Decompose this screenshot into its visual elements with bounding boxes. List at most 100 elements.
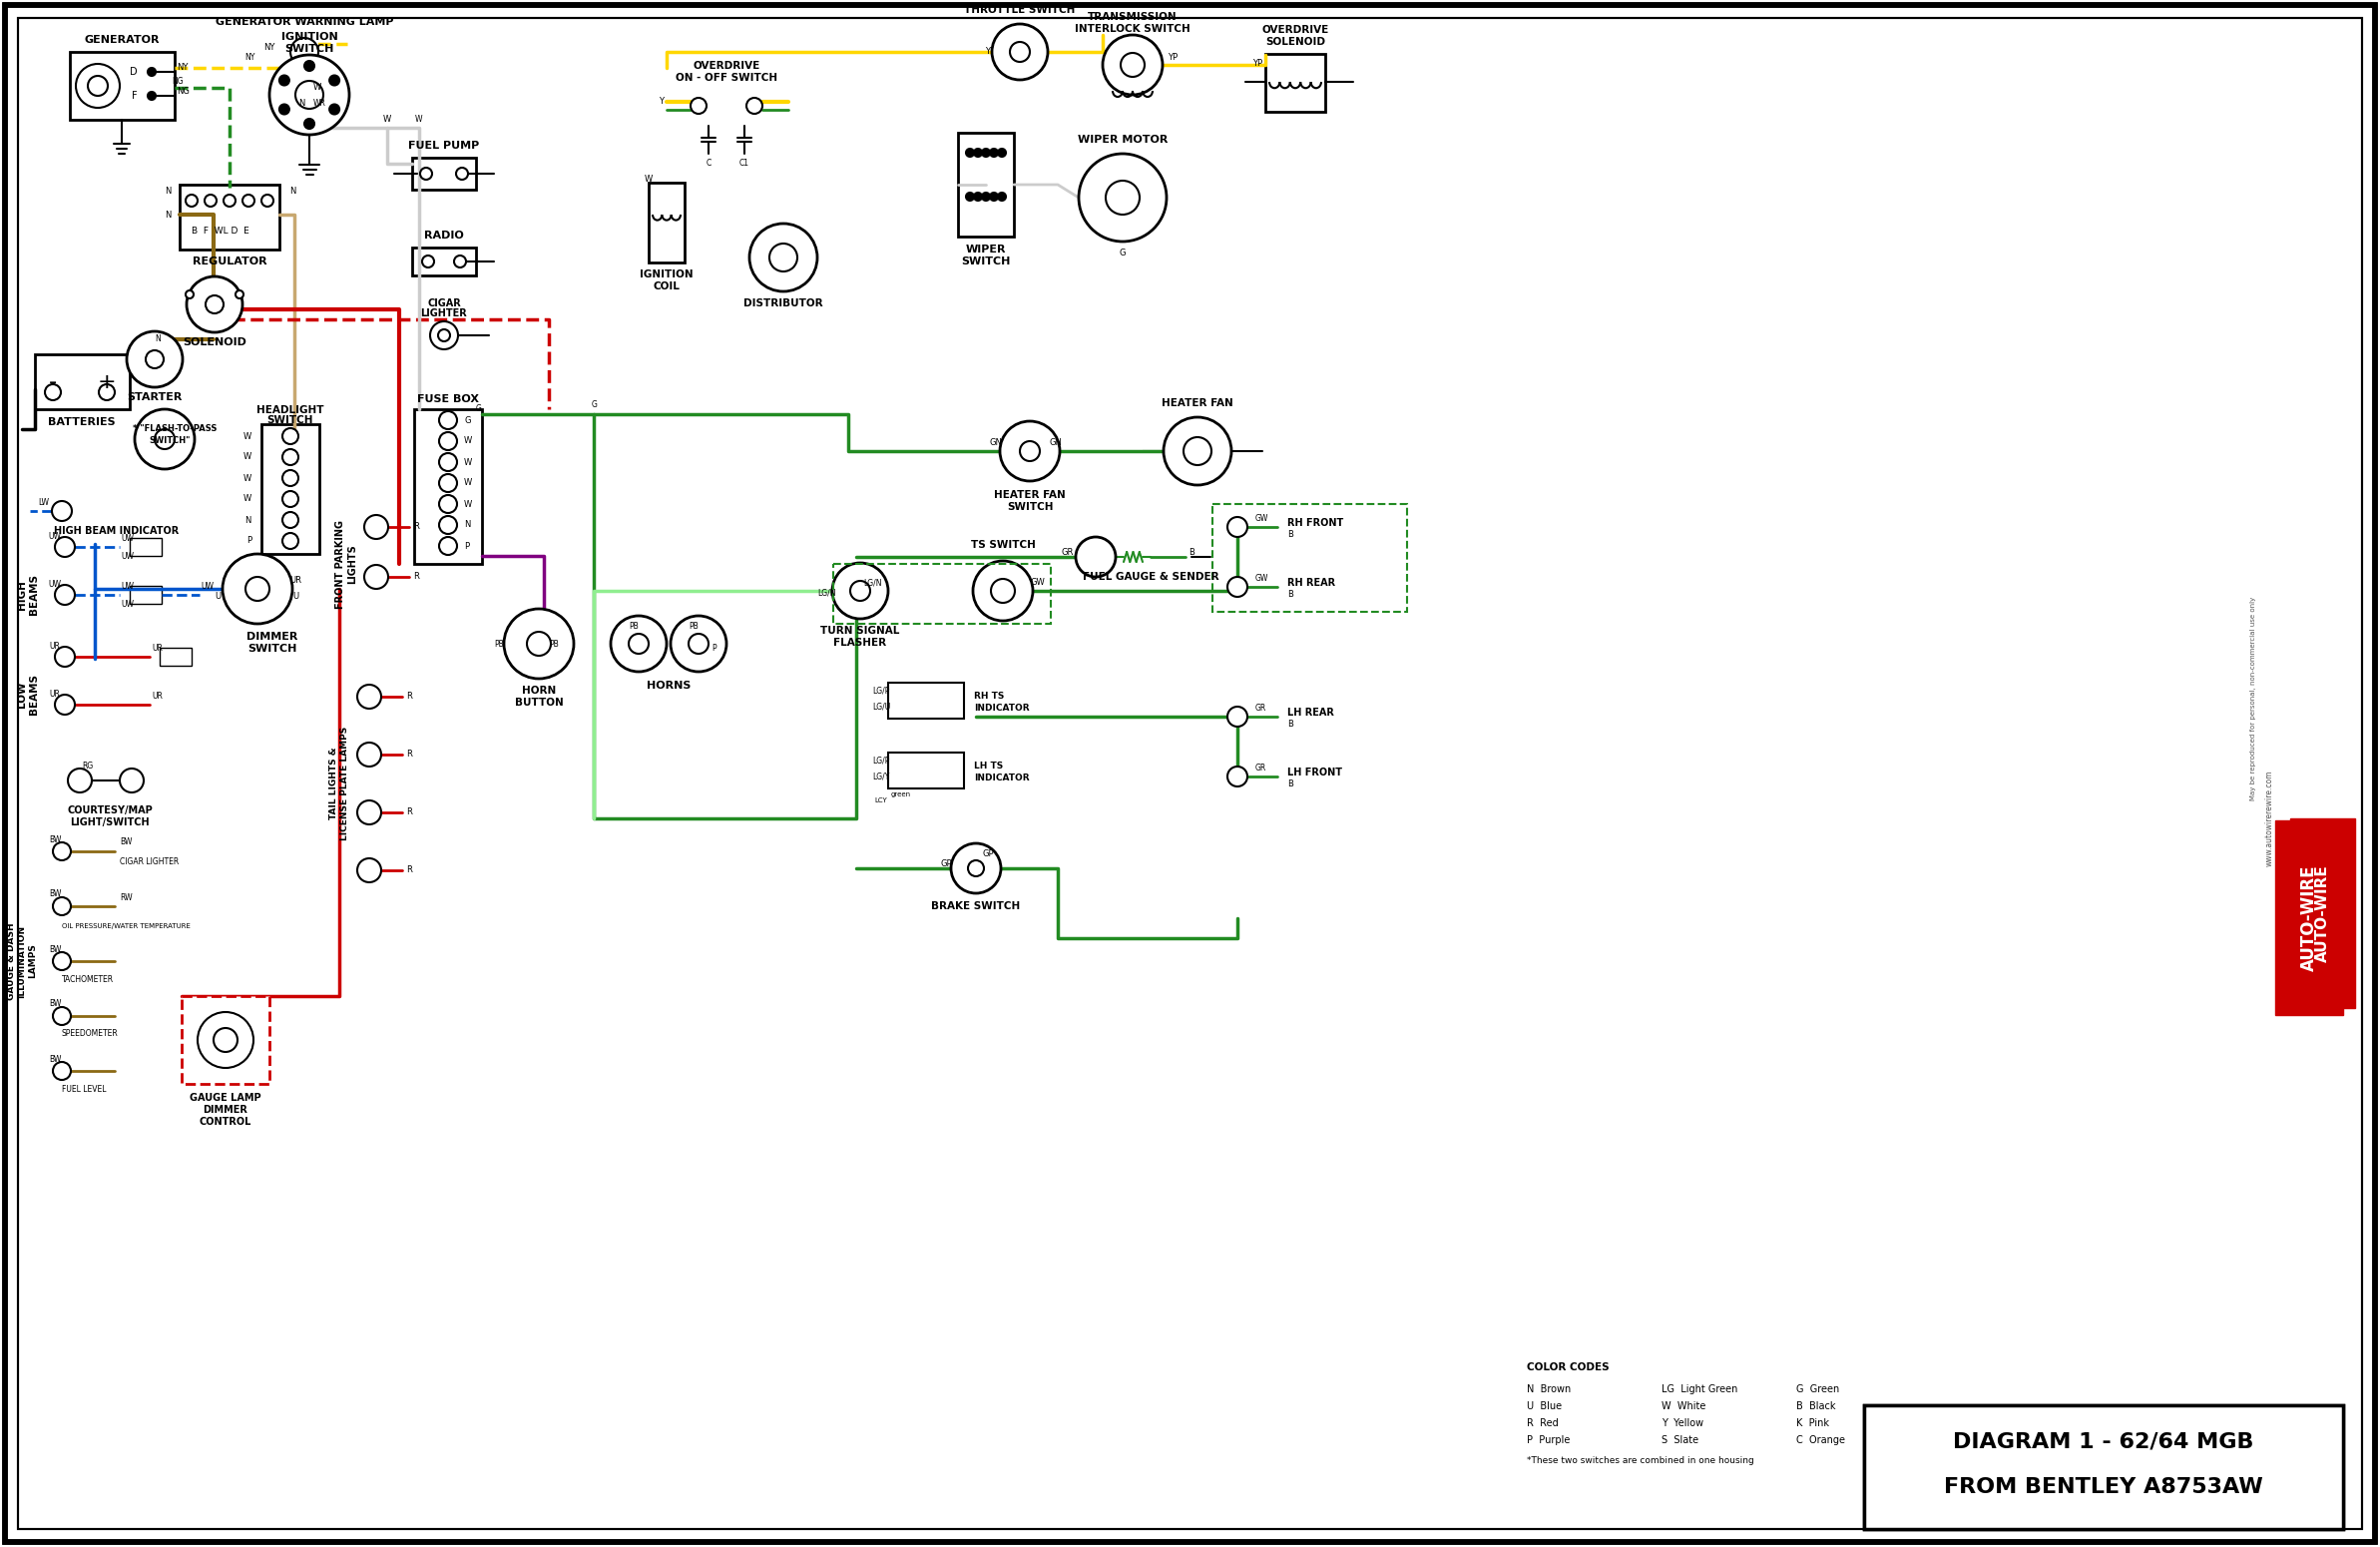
Text: TRANSMISSION: TRANSMISSION bbox=[1088, 12, 1178, 22]
Circle shape bbox=[224, 554, 293, 623]
Text: AUTO-WIRE: AUTO-WIRE bbox=[2299, 865, 2318, 972]
Text: G: G bbox=[476, 405, 481, 413]
Circle shape bbox=[283, 429, 298, 444]
Circle shape bbox=[973, 193, 983, 201]
Text: K  Pink: K Pink bbox=[1797, 1419, 1830, 1428]
Text: INTERLOCK SWITCH: INTERLOCK SWITCH bbox=[1076, 23, 1190, 34]
Circle shape bbox=[52, 951, 71, 970]
Circle shape bbox=[526, 631, 550, 656]
Text: PB: PB bbox=[688, 622, 697, 630]
Circle shape bbox=[1076, 537, 1116, 577]
Text: UW: UW bbox=[48, 532, 62, 541]
Text: UR: UR bbox=[152, 644, 164, 653]
Circle shape bbox=[100, 384, 114, 401]
Text: W: W bbox=[464, 436, 471, 446]
Circle shape bbox=[198, 1012, 252, 1067]
Circle shape bbox=[992, 23, 1047, 80]
Text: * "FLASH-TO-PASS: * "FLASH-TO-PASS bbox=[133, 425, 217, 433]
Text: GW: GW bbox=[1254, 574, 1269, 583]
Circle shape bbox=[295, 80, 324, 108]
Text: LIGHT/SWITCH: LIGHT/SWITCH bbox=[69, 817, 150, 828]
Bar bbox=[414, 410, 483, 565]
Circle shape bbox=[1000, 421, 1059, 481]
Circle shape bbox=[457, 167, 469, 179]
Circle shape bbox=[283, 512, 298, 528]
Circle shape bbox=[983, 193, 990, 201]
Bar bbox=[69, 53, 174, 119]
Text: W: W bbox=[464, 458, 471, 467]
Text: WR: WR bbox=[312, 99, 326, 107]
Circle shape bbox=[973, 562, 1033, 620]
Text: SWITCH": SWITCH" bbox=[150, 436, 190, 446]
Text: UW: UW bbox=[200, 582, 214, 591]
Text: TS SWITCH: TS SWITCH bbox=[971, 540, 1035, 549]
Text: C1: C1 bbox=[740, 158, 750, 167]
Text: OVERDRIVE: OVERDRIVE bbox=[1261, 25, 1328, 36]
Circle shape bbox=[364, 565, 388, 589]
Text: TACHOMETER: TACHOMETER bbox=[62, 975, 114, 984]
Circle shape bbox=[850, 580, 871, 600]
Circle shape bbox=[1228, 707, 1247, 727]
Circle shape bbox=[671, 616, 726, 671]
Circle shape bbox=[269, 54, 350, 135]
Circle shape bbox=[224, 195, 236, 207]
Text: R: R bbox=[407, 692, 412, 701]
Text: HEATER FAN: HEATER FAN bbox=[995, 490, 1066, 500]
Circle shape bbox=[1228, 766, 1247, 786]
Text: THROTTLE SWITCH: THROTTLE SWITCH bbox=[964, 5, 1076, 15]
Bar bbox=[1864, 1405, 2342, 1528]
Text: STARTER: STARTER bbox=[126, 393, 183, 402]
Text: BW: BW bbox=[119, 838, 133, 846]
Text: N: N bbox=[245, 515, 252, 524]
Text: G: G bbox=[464, 416, 471, 425]
Text: RG: RG bbox=[83, 761, 93, 770]
Text: DIAGRAM 1 - 62/64 MGB: DIAGRAM 1 - 62/64 MGB bbox=[1954, 1433, 2254, 1453]
Text: BW: BW bbox=[48, 945, 62, 953]
Circle shape bbox=[55, 537, 74, 557]
Text: R: R bbox=[407, 808, 412, 817]
Circle shape bbox=[966, 149, 973, 156]
Circle shape bbox=[1009, 42, 1031, 62]
Text: www.autowirerewire.com: www.autowirerewire.com bbox=[2266, 770, 2275, 866]
Text: COURTESY/MAP: COURTESY/MAP bbox=[67, 806, 152, 815]
Text: U: U bbox=[214, 593, 221, 602]
Text: LCY: LCY bbox=[876, 797, 888, 803]
Text: UW: UW bbox=[121, 534, 133, 543]
Circle shape bbox=[243, 195, 255, 207]
Bar bbox=[2275, 820, 2342, 1015]
Text: P: P bbox=[464, 541, 469, 551]
Text: BUTTON: BUTTON bbox=[514, 698, 564, 707]
Circle shape bbox=[52, 897, 71, 916]
Text: SWITCH: SWITCH bbox=[267, 415, 314, 425]
Circle shape bbox=[688, 634, 709, 654]
Bar bbox=[1266, 54, 1326, 111]
Text: B: B bbox=[1188, 548, 1195, 557]
Text: LG/N: LG/N bbox=[864, 579, 881, 588]
Circle shape bbox=[612, 616, 666, 671]
Text: BW: BW bbox=[48, 1055, 62, 1063]
Text: RH FRONT: RH FRONT bbox=[1288, 518, 1342, 528]
Text: FUSE BOX: FUSE BOX bbox=[416, 394, 478, 404]
Text: W: W bbox=[383, 116, 390, 124]
Circle shape bbox=[1183, 438, 1211, 466]
Text: HORNS: HORNS bbox=[647, 681, 690, 690]
Text: UW: UW bbox=[48, 580, 62, 589]
Text: R: R bbox=[407, 750, 412, 760]
Text: BATTERIES: BATTERIES bbox=[48, 418, 117, 427]
Text: SOLENOID: SOLENOID bbox=[1266, 37, 1326, 46]
Text: GENERATOR: GENERATOR bbox=[83, 36, 159, 45]
Text: Y  Yellow: Y Yellow bbox=[1661, 1419, 1704, 1428]
Text: IGNITION: IGNITION bbox=[281, 32, 338, 42]
Text: F: F bbox=[133, 91, 138, 101]
Circle shape bbox=[186, 195, 198, 207]
Circle shape bbox=[45, 384, 62, 401]
Text: C: C bbox=[707, 158, 712, 167]
Bar bbox=[131, 586, 162, 603]
Circle shape bbox=[328, 104, 340, 114]
Circle shape bbox=[1164, 418, 1230, 486]
Bar bbox=[888, 682, 964, 719]
Circle shape bbox=[438, 495, 457, 514]
Text: N: N bbox=[298, 99, 305, 107]
Text: OIL PRESSURE/WATER TEMPERATURE: OIL PRESSURE/WATER TEMPERATURE bbox=[62, 924, 190, 930]
Circle shape bbox=[1078, 153, 1166, 241]
